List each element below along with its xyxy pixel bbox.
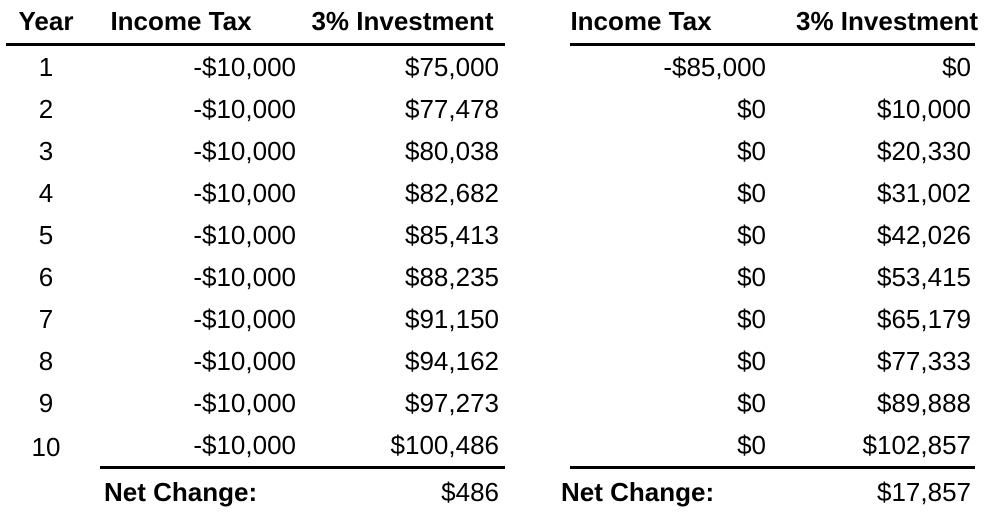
empty-cell (6, 469, 100, 516)
table-cell: $10,000 (877, 94, 971, 124)
table-cell: 9 (38, 388, 54, 418)
table-row: 4 -$10,000 $82,682 (6, 172, 505, 214)
table-cell: -$10,000 (193, 388, 296, 418)
table-cell: $0 (942, 52, 971, 82)
col-header-year: Year (6, 0, 100, 46)
col-header-income-tax: Income Tax (570, 0, 770, 46)
table-row: 1 -$10,000 $75,000 (6, 46, 505, 88)
table-cell: 7 (38, 304, 54, 334)
net-change-row: Net Change: $486 (6, 469, 505, 516)
table-cell: $0 (737, 346, 766, 376)
table-row: 2 -$10,000 $77,478 (6, 88, 505, 130)
table-cell: $91,150 (405, 304, 499, 334)
table-cell: -$10,000 (193, 304, 296, 334)
header-row: Year Income Tax 3% Investment (6, 0, 505, 46)
table-cell: $0 (737, 388, 766, 418)
table-cell: $89,888 (877, 388, 971, 418)
table-cell: -$10,000 (193, 346, 296, 376)
col-header-income-tax: Income Tax (100, 0, 300, 46)
table-cell: $97,273 (405, 388, 499, 418)
col-header-investment: 3% Investment (300, 0, 505, 46)
table-row: $0 $31,002 (570, 172, 975, 214)
table-row: 9 -$10,000 $97,273 (6, 382, 505, 424)
table-cell: -$10,000 (193, 136, 296, 166)
net-change-row: Net Change: $17,857 (561, 469, 975, 516)
table-cell: 4 (38, 178, 54, 208)
header-row: Income Tax 3% Investment (570, 0, 978, 46)
table-cell: $65,179 (877, 304, 971, 334)
table-row: $0 $77,333 (570, 340, 975, 382)
table-row: $0 $53,415 (570, 256, 975, 298)
table-cell: $94,162 (405, 346, 499, 376)
table-cell: $0 (737, 220, 766, 250)
table-cell: $0 (737, 262, 766, 292)
table-cell: $42,026 (877, 220, 971, 250)
table-cell: -$10,000 (193, 262, 296, 292)
table-cell: $85,413 (405, 220, 499, 250)
table-cell: 2 (38, 94, 54, 124)
net-change-value: $486 (441, 477, 499, 507)
table-cell: $77,478 (405, 94, 499, 124)
table-row: $0 $20,330 (570, 130, 975, 172)
table-cell: $75,000 (405, 52, 499, 82)
table-body: -$85,000 $0 $0 $10,000 $0 $20,330 $0 $31,002 $0 $… (570, 46, 975, 469)
table-body: 1 -$10,000 $75,000 2 -$10,000 $77,478 3 -$10,00… (6, 46, 505, 469)
net-change-value: $17,857 (877, 477, 971, 507)
table-row: $0 $89,888 (570, 382, 975, 424)
table-cell: 6 (38, 262, 54, 292)
table-cell: $0 (737, 304, 766, 334)
table-row: 7 -$10,000 $91,150 (6, 298, 505, 340)
scenario-table-annual-tax: Year Income Tax 3% Investment 1 -$10,000 $… (6, 0, 505, 516)
table-row: $0 $102,857 (570, 424, 975, 469)
col-header-investment: 3% Investment (770, 0, 978, 46)
table-row: 6 -$10,000 $88,235 (6, 256, 505, 298)
table-cell: 5 (38, 220, 54, 250)
table-cell: $102,857 (770, 424, 975, 469)
table-cell: 10 (31, 431, 61, 462)
table-row: 10 -$10,000 $100,486 (6, 424, 505, 469)
table-cell: -$85,000 (663, 52, 766, 82)
net-change-label: Net Change: (104, 477, 258, 507)
table-row: $0 $65,179 (570, 298, 975, 340)
table-cell: $0 (570, 424, 770, 469)
table-row: $0 $10,000 (570, 88, 975, 130)
table-cell: 3 (38, 136, 54, 166)
table-cell: $0 (737, 178, 766, 208)
table-cell: -$10,000 (100, 424, 300, 469)
table-cell: $0 (737, 94, 766, 124)
table-cell: $100,486 (300, 424, 505, 469)
table-cell: $80,038 (405, 136, 499, 166)
table-row: 8 -$10,000 $94,162 (6, 340, 505, 382)
table-cell: -$10,000 (193, 52, 296, 82)
table-cell: $31,002 (877, 178, 971, 208)
table-cell: $20,330 (877, 136, 971, 166)
table-cell: 1 (38, 52, 54, 82)
table-cell: $82,682 (405, 178, 499, 208)
table-cell: -$10,000 (193, 220, 296, 250)
table-row: -$85,000 $0 (570, 46, 975, 88)
table-cell: -$10,000 (193, 178, 296, 208)
table-cell: $88,235 (405, 262, 499, 292)
table-row: 5 -$10,000 $85,413 (6, 214, 505, 256)
scenario-table-lump-sum-tax: Income Tax 3% Investment -$85,000 $0 $0 $10… (561, 0, 978, 516)
net-change-label: Net Change: (561, 477, 715, 507)
table-cell: -$10,000 (193, 94, 296, 124)
table-row: 3 -$10,000 $80,038 (6, 130, 505, 172)
table-cell: $53,415 (877, 262, 971, 292)
table-cell: $77,333 (877, 346, 971, 376)
table-cell: $0 (737, 136, 766, 166)
table-row: $0 $42,026 (570, 214, 975, 256)
table-cell: 8 (38, 346, 54, 376)
